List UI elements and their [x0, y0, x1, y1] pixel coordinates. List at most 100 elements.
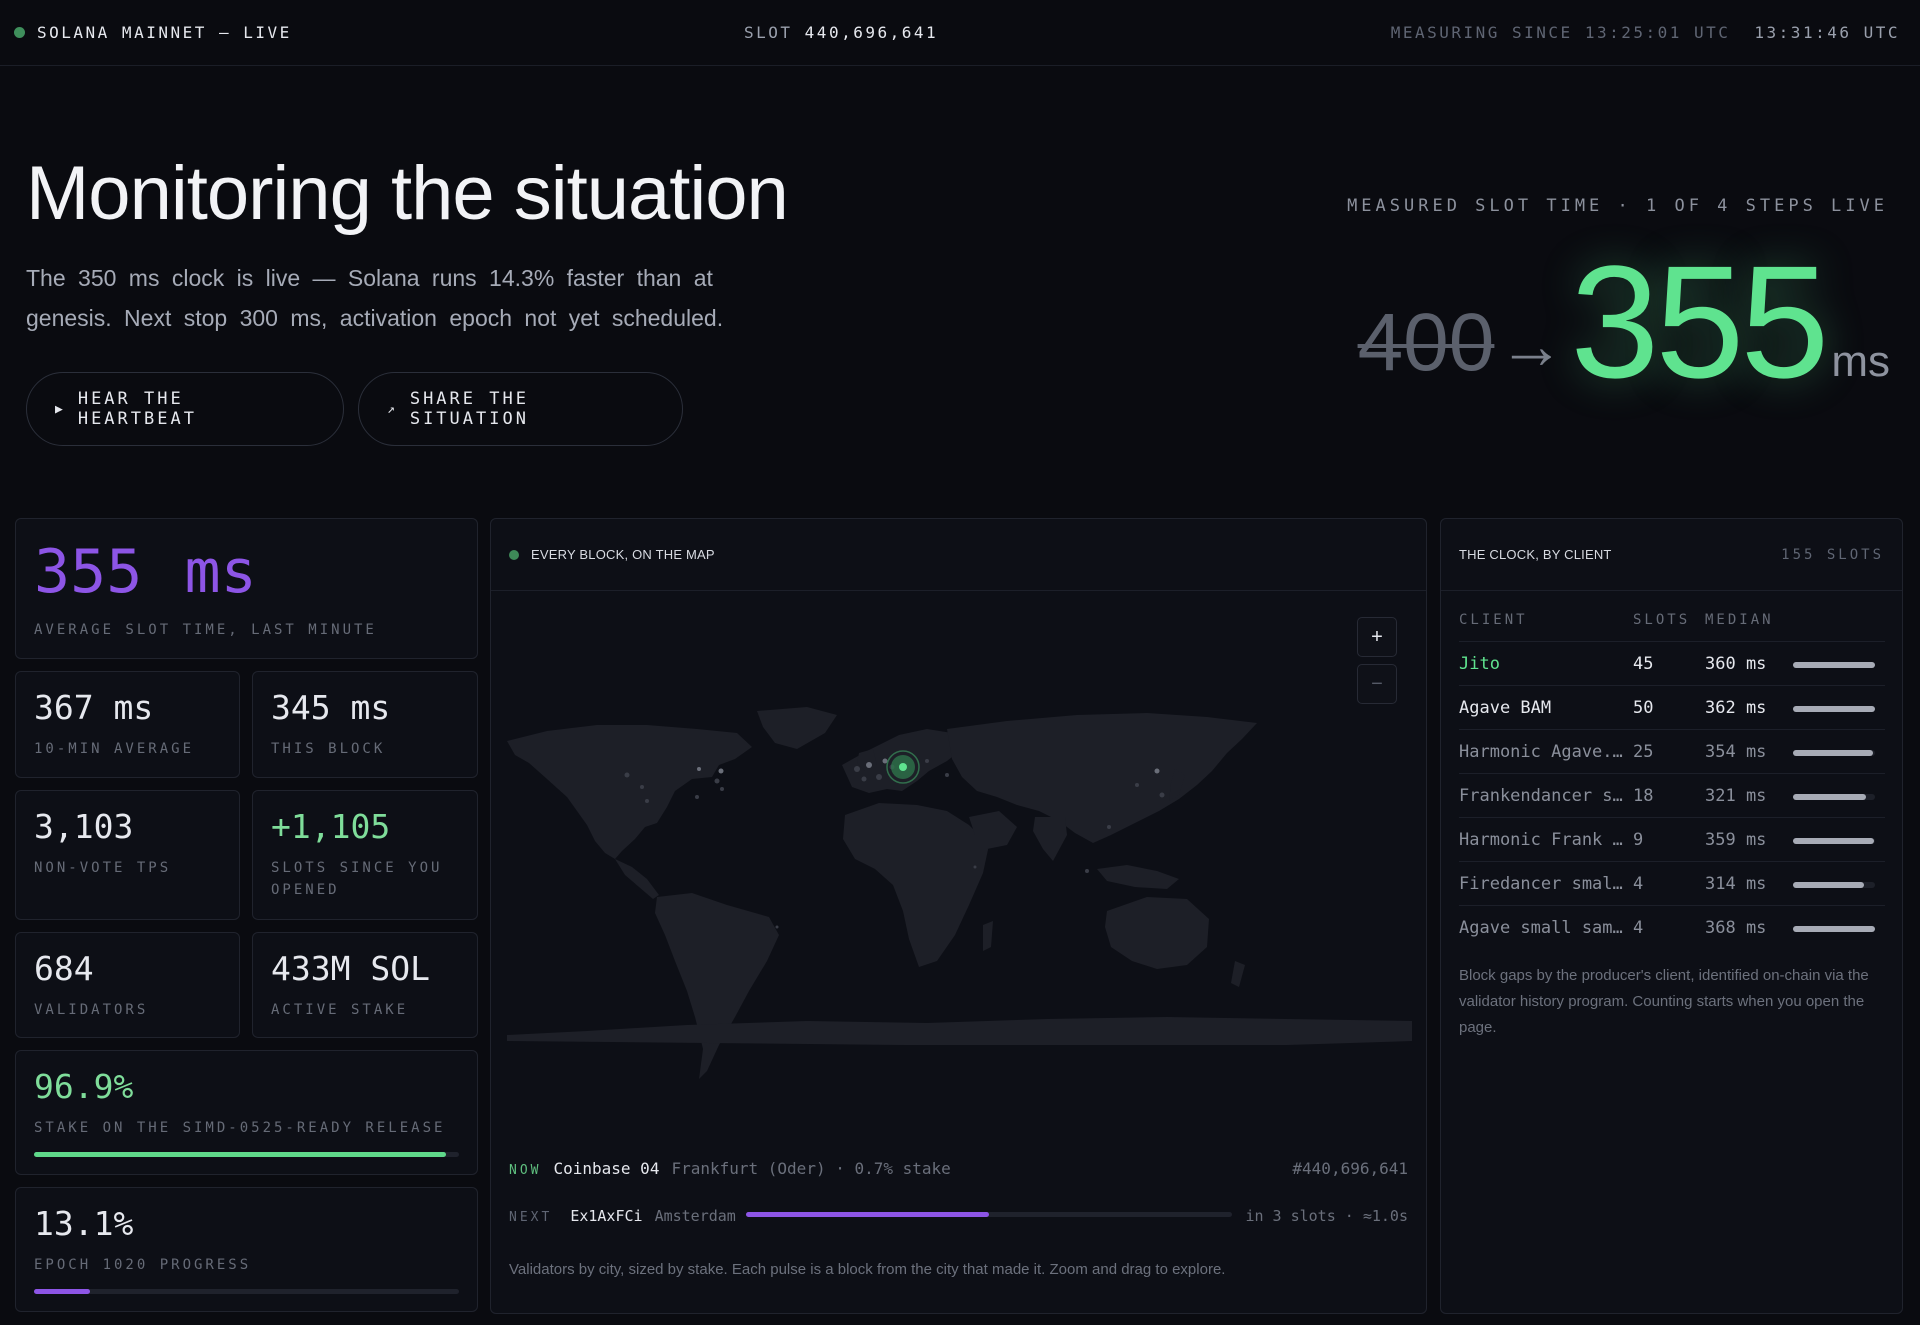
client-median-bar-fill — [1793, 706, 1875, 712]
client-median-bar-fill — [1793, 662, 1875, 668]
now-location: Frankfurt (Oder) · 0.7% stake — [671, 1159, 951, 1178]
next-validator[interactable]: Ex1AxFCi — [570, 1207, 643, 1225]
continent-africa — [843, 803, 989, 967]
play-icon: ▶ — [55, 401, 66, 417]
continent-india — [1033, 817, 1067, 861]
zoom-out-button[interactable]: − — [1357, 664, 1397, 704]
validator-dot — [1159, 792, 1165, 798]
validator-dot — [1154, 768, 1160, 774]
map-caption: Validators by city, sized by stake. Each… — [509, 1261, 1226, 1278]
measured-slot-time-label: MEASURED SLOT TIME · 1 OF 4 STEPS LIVE — [1347, 196, 1888, 216]
client-slots: 4 — [1633, 874, 1644, 894]
client-row: Jito 45 360 ms — [1459, 641, 1885, 685]
client-median: 360 ms — [1705, 654, 1767, 674]
clients-panel: THE CLOCK, BY CLIENT 155 SLOTS CLIENT SL… — [1440, 518, 1903, 1314]
tps-value: 3,103 — [34, 807, 134, 846]
continent-sea-islands — [1097, 865, 1179, 889]
epoch-progress-bar — [34, 1289, 459, 1294]
utc-clock: 13:31:46 UTC — [1754, 23, 1900, 42]
world-map[interactable] — [507, 699, 1412, 1099]
network-label: SOLANA MAINNET — LIVE — [37, 23, 292, 42]
slot-readout: SLOT 440,696,641 — [744, 23, 938, 42]
ten-min-average-card: 367 ms 10-MIN AVERAGE — [15, 671, 240, 778]
validator-dot — [945, 773, 949, 777]
validators-label: VALIDATORS — [34, 1002, 149, 1018]
client-median-bar-fill — [1793, 794, 1866, 800]
continent-south-america — [655, 893, 779, 1079]
page-title: Monitoring the situation — [26, 151, 789, 236]
epoch-progress-value: 13.1% — [34, 1204, 134, 1243]
client-median-bar — [1793, 838, 1875, 844]
validators-value: 684 — [34, 949, 94, 988]
this-block-label: THIS BLOCK — [271, 741, 386, 757]
share-situation-label: SHARE THE SITUATION — [409, 389, 529, 429]
client-median-bar — [1793, 926, 1875, 932]
continent-north-america — [507, 725, 752, 859]
validator-dot — [714, 778, 720, 784]
hear-heartbeat-button[interactable]: ▶ HEAR THE HEARTBEAT — [26, 372, 344, 446]
client-median: 354 ms — [1705, 742, 1767, 762]
client-row: Agave BAM 50 362 ms — [1459, 685, 1885, 729]
network-status: SOLANA MAINNET — LIVE — [14, 23, 292, 42]
client-row: Harmonic Agave... 25 354 ms — [1459, 729, 1885, 773]
clients-panel-title: THE CLOCK, BY CLIENT — [1459, 547, 1612, 562]
now-validator[interactable]: Coinbase 04 — [553, 1159, 660, 1178]
ten-min-average-value: 367 ms — [34, 688, 154, 727]
this-block-card: 345 ms THIS BLOCK — [252, 671, 478, 778]
client-name: Frankendancer s... — [1459, 786, 1627, 806]
next-progress-fill — [745, 1212, 989, 1217]
now-producer-line: NOW Coinbase 04 Frankfurt (Oder) · 0.7% … — [509, 1159, 1408, 1178]
new-slot-time: 355 — [1570, 232, 1829, 411]
time-readout: MEASURING SINCE 13:25:01 UTC 13:31:46 UT… — [1391, 23, 1900, 42]
slots-since-value: +1,105 — [271, 807, 391, 846]
validator-dot — [775, 925, 779, 929]
continent-new-zealand — [1231, 961, 1245, 987]
client-name: Harmonic Frank ... — [1459, 830, 1627, 850]
validator-dot — [861, 776, 867, 782]
client-median-bar — [1793, 750, 1875, 756]
simd-stake-value: 96.9% — [34, 1067, 134, 1106]
validator-dot — [697, 767, 701, 771]
slot-label: SLOT — [744, 23, 793, 42]
continent-central-america — [615, 859, 659, 899]
avg-slot-time-card: 355 ms AVERAGE SLOT TIME, LAST MINUTE — [15, 518, 478, 659]
this-block-value: 345 ms — [271, 688, 391, 727]
validator-dot — [645, 799, 649, 803]
zoom-in-button[interactable]: + — [1357, 617, 1397, 657]
validators-card: 684 VALIDATORS — [15, 932, 240, 1038]
next-progress-bar — [745, 1212, 1232, 1217]
arrow-up-right-icon: ↗ — [387, 401, 398, 417]
simd-progress-bar — [34, 1152, 459, 1157]
validator-dot — [718, 768, 724, 774]
active-block-center — [899, 763, 907, 771]
validator-dot — [720, 787, 724, 791]
now-slot: #440,696,641 — [1292, 1159, 1408, 1178]
epoch-progress-label: EPOCH 1020 PROGRESS — [34, 1257, 252, 1273]
client-name: Firedancer small ... — [1459, 874, 1627, 894]
slot-time-unit: ms — [1831, 337, 1890, 386]
minus-icon: − — [1371, 672, 1383, 695]
client-median-bar — [1793, 706, 1875, 712]
client-median-bar-fill — [1793, 926, 1875, 932]
active-block-pulse-ring — [886, 750, 920, 784]
active-stake-card: 433M SOL ACTIVE STAKE — [252, 932, 478, 1038]
continent-uk — [857, 749, 877, 771]
col-median-header: MEDIAN — [1705, 612, 1774, 628]
client-slots: 25 — [1633, 742, 1654, 762]
client-median-bar — [1793, 794, 1875, 800]
validator-dot — [866, 762, 872, 768]
client-name: Agave BAM — [1459, 698, 1552, 718]
client-slots: 9 — [1633, 830, 1644, 850]
continent-greenland — [757, 707, 837, 749]
client-name: Jito — [1459, 654, 1500, 674]
tps-label: NON-VOTE TPS — [34, 860, 172, 876]
simd-stake-label: STAKE ON THE SIMD-0525-READY RELEASE — [34, 1120, 446, 1136]
validator-dot — [925, 759, 929, 763]
active-stake-value: 433M SOL — [271, 949, 430, 988]
validator-dot — [1135, 783, 1139, 787]
clients-note: Block gaps by the producer's client, ide… — [1459, 967, 1869, 1036]
validator-dot — [854, 766, 860, 772]
map-panel-title: EVERY BLOCK, ON THE MAP — [531, 547, 715, 562]
page-subtitle: The 350 ms clock is live — Solana runs 1… — [26, 265, 724, 331]
share-situation-button[interactable]: ↗ SHARE THE SITUATION — [358, 372, 683, 446]
